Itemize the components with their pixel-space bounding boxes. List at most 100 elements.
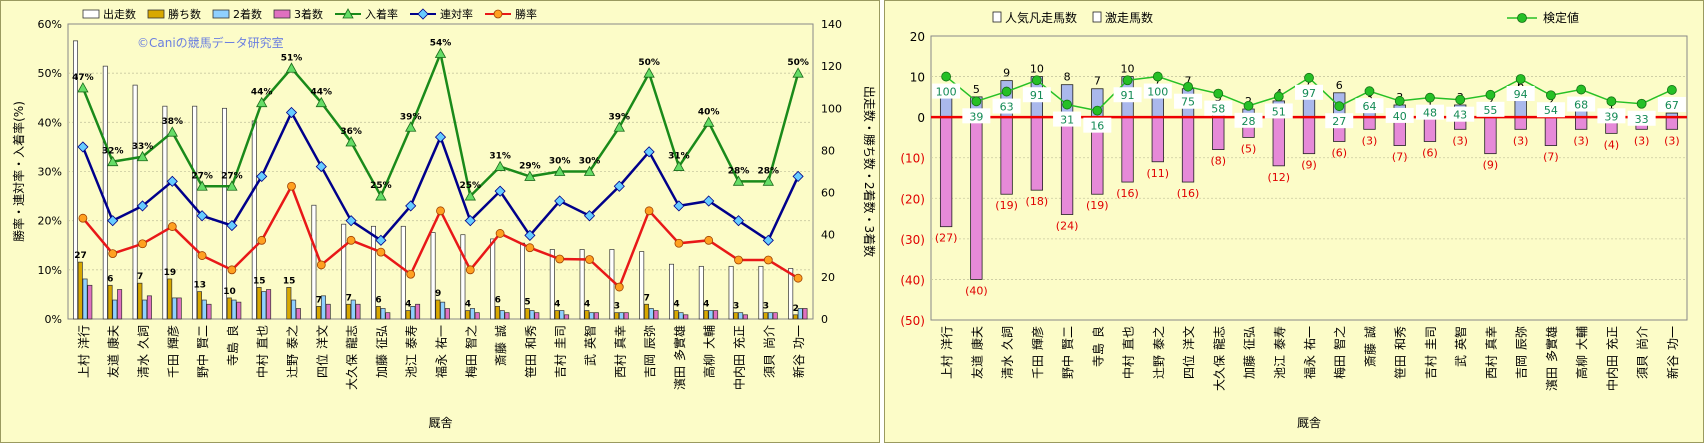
quinella-rate-point bbox=[256, 170, 268, 182]
bottom-data-label: (40) bbox=[965, 284, 988, 297]
legend-label: 勝率 bbox=[515, 7, 537, 21]
win-rate-point bbox=[585, 255, 594, 264]
bar-second bbox=[82, 278, 88, 320]
cat-label-part: 武 bbox=[584, 354, 598, 366]
bottom-data-label: (3) bbox=[1573, 134, 1589, 147]
cat-label-part: 濱田 bbox=[673, 366, 687, 390]
bar-starts bbox=[639, 251, 645, 320]
bar-starts bbox=[788, 268, 794, 320]
legend-swatch bbox=[82, 9, 100, 19]
cat-label-part: 池江 bbox=[405, 354, 419, 378]
quinella-rate-point bbox=[315, 161, 327, 173]
right-tick-label: 100 bbox=[821, 102, 842, 115]
category-label: 寺島良 bbox=[225, 325, 240, 366]
test-value-label: 91 bbox=[1121, 89, 1135, 102]
bar-third bbox=[295, 308, 301, 320]
test-value-point bbox=[1304, 72, 1314, 83]
cat-label-part: 中内田 bbox=[1604, 355, 1619, 391]
bar-down bbox=[939, 116, 953, 228]
bottom-data-label: (4) bbox=[1604, 138, 1620, 151]
cat-label-part: 千田 bbox=[1031, 355, 1045, 379]
right-tick-label: 40 bbox=[821, 229, 835, 242]
test-value-label: 63 bbox=[1000, 101, 1014, 114]
bar-starts bbox=[579, 249, 585, 320]
cat-label-part: 加藤 bbox=[1243, 355, 1257, 379]
place-rate-label: 28% bbox=[758, 166, 780, 176]
bar-wins bbox=[167, 278, 173, 320]
wins-data-label: 4 bbox=[465, 300, 471, 310]
place-rate-point bbox=[464, 190, 476, 201]
x-axis-title: 厩舎 bbox=[1297, 416, 1321, 430]
place-rate-label: 30% bbox=[579, 157, 601, 167]
cat-label-part: 大久保 bbox=[345, 354, 359, 390]
place-rate-point bbox=[196, 180, 208, 191]
cat-label-part: 大輔 bbox=[1575, 326, 1589, 350]
category-label: 加藤征弘 bbox=[375, 325, 389, 378]
tick-label: 20 bbox=[910, 30, 925, 44]
quinella-rate-point bbox=[166, 175, 178, 187]
win-rate-point bbox=[674, 238, 684, 248]
quinella-rate-point bbox=[554, 195, 566, 207]
bottom-data-label: (16) bbox=[1116, 187, 1139, 200]
tick-label: (10) bbox=[900, 152, 925, 166]
test-value-label: 48 bbox=[1423, 107, 1437, 120]
bar-third bbox=[683, 314, 689, 320]
quinella-rate-point bbox=[613, 180, 625, 192]
bar-second bbox=[499, 310, 505, 320]
place-rate-label: 31% bbox=[489, 152, 511, 162]
legend-swatch bbox=[273, 9, 291, 19]
cat-label-part: 中村 bbox=[1121, 355, 1136, 379]
bar-starts bbox=[132, 84, 138, 320]
test-value-label: 100 bbox=[936, 86, 957, 99]
bar-wins bbox=[524, 308, 530, 320]
cat-label-part: 英智 bbox=[1453, 326, 1468, 350]
quinella-rate-point bbox=[643, 146, 655, 158]
bar-wins bbox=[196, 291, 202, 320]
cat-label-part: 賢二 bbox=[196, 325, 210, 349]
bottom-data-label: (7) bbox=[1543, 151, 1559, 164]
place-rate-point bbox=[583, 165, 596, 176]
legend-swatch bbox=[147, 9, 165, 19]
win-rate-point bbox=[734, 255, 743, 265]
bar-wins bbox=[554, 310, 560, 320]
category-label: 千田輝彦 bbox=[1030, 326, 1045, 379]
watermark: ©Caniの競馬データ研究室 bbox=[137, 36, 284, 50]
test-value-point bbox=[1001, 86, 1012, 97]
bar-starts bbox=[460, 234, 466, 320]
tick-label: (50) bbox=[900, 314, 925, 328]
legend-label: 人気凡走馬数 bbox=[1005, 10, 1077, 25]
bar-second bbox=[112, 299, 118, 320]
left-chart-svg: 0% 10% 20% 30% 40% 50% 60% 0 20 40 60 80 100 120 140 勝率… bbox=[11, 7, 877, 430]
bar-third bbox=[564, 314, 570, 320]
cat-label-part: 誠 bbox=[494, 325, 508, 337]
cat-label-part: 洋文 bbox=[1181, 326, 1196, 350]
test-value-point bbox=[1062, 99, 1072, 110]
bar-second bbox=[797, 308, 803, 320]
place-rate-point bbox=[166, 126, 178, 137]
bar-down bbox=[1665, 116, 1679, 130]
cat-label-part: 須貝 bbox=[762, 354, 776, 378]
test-value-point bbox=[1485, 89, 1496, 100]
win-rate-point bbox=[316, 260, 326, 270]
cat-label-part: 加藤 bbox=[375, 354, 389, 378]
category-label: 中村直也 bbox=[1121, 326, 1136, 379]
cat-label-part: 久詞 bbox=[1001, 326, 1015, 350]
left-axis-title: 勝率・連対率・入着率(%) bbox=[11, 101, 26, 242]
quinella-rate-point bbox=[285, 106, 298, 119]
top-data-label: 2 bbox=[1547, 95, 1554, 108]
quinella-rate-point bbox=[703, 195, 715, 207]
bar-third bbox=[534, 312, 540, 320]
cat-label-part: 真幸 bbox=[1484, 326, 1498, 350]
bar-down bbox=[1030, 116, 1043, 191]
place-rate-label: 39% bbox=[400, 112, 422, 122]
test-value-label: 94 bbox=[1514, 88, 1528, 101]
bar-wins bbox=[703, 310, 709, 320]
wins-data-label: 4 bbox=[405, 300, 411, 310]
place-rate-point bbox=[732, 175, 745, 186]
cat-label-part: 輝彦 bbox=[165, 325, 180, 349]
wins-data-label: 7 bbox=[316, 295, 322, 305]
category-label: 梅田智之 bbox=[1332, 326, 1347, 379]
category-label: 四位洋文 bbox=[314, 325, 329, 378]
line-label-bg bbox=[1234, 112, 1263, 128]
bar-second bbox=[380, 308, 386, 320]
